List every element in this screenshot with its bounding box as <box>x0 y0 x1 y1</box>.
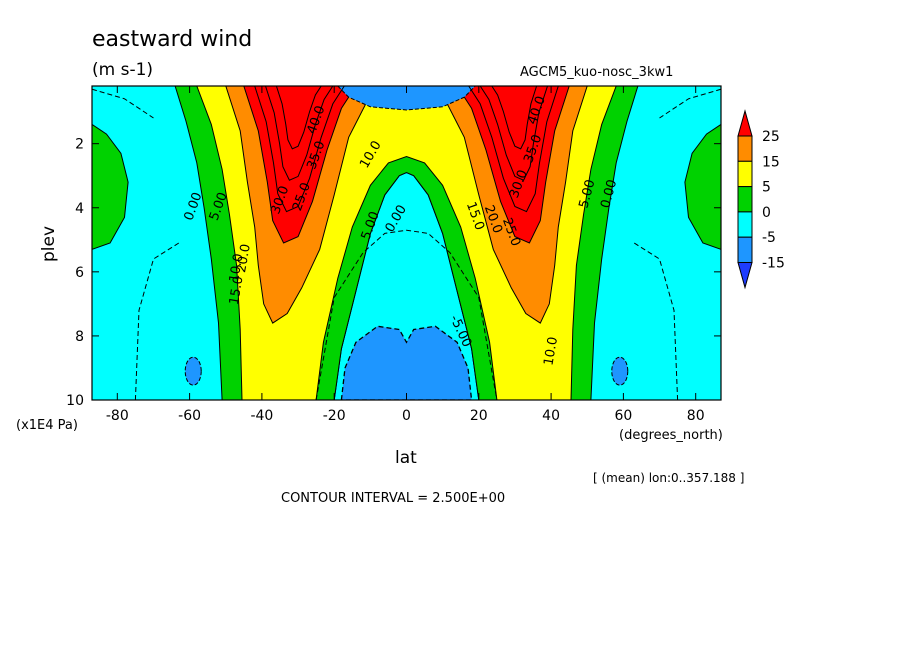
jet-north-contour-1 <box>468 86 559 213</box>
dashed-contour-center <box>315 229 498 400</box>
averaging-note: [ (mean) lon:0..357.188 ] <box>593 471 744 485</box>
contour-label-10-south: 10.0 <box>227 252 247 283</box>
dashed-contour-side-south <box>134 242 180 400</box>
colorbar: 25 15 5 0 -5 -15 <box>737 109 785 290</box>
dataset-label: AGCM5_kuo-nosc_3kw1 <box>520 65 673 80</box>
jet-south-contour-2 <box>264 86 334 181</box>
contour-label-5-north: 5.00 <box>577 178 599 210</box>
region-negative-pool <box>340 325 473 400</box>
colorbar-min-arrow <box>737 262 753 290</box>
contour-label-10-north-low: 10.0 <box>541 336 561 367</box>
y-axis: 2 4 6 8 10 <box>66 137 721 409</box>
region-top-negative <box>337 86 476 111</box>
contour-label-0-north: 0.00 <box>598 178 620 210</box>
y-tick-label: 2 <box>75 137 84 153</box>
region-0-5-center <box>315 155 498 400</box>
jet-south-contour-1 <box>254 86 345 213</box>
polar-north-positive <box>684 123 721 250</box>
x-unit-label: (degrees_north) <box>619 428 723 443</box>
jet-north-contour-3 <box>491 86 538 150</box>
dashed-contour-top-north <box>659 88 721 119</box>
x-tick-label: 60 <box>614 408 632 424</box>
colorbar-label: 15 <box>762 154 780 170</box>
dashed-contour-side-north <box>633 242 679 400</box>
contour-field: 0.00 5.0020.015.010.030.025.035.040.05.00… <box>92 86 721 400</box>
x-axis-title: lat <box>395 448 417 468</box>
polar-south-positive <box>92 123 129 250</box>
colorbar-label: 0 <box>762 205 771 221</box>
x-tick-label: -80 <box>106 408 129 424</box>
colorbar-max-arrow <box>737 109 753 137</box>
x-tick-label: 40 <box>542 408 560 424</box>
jet-north-contour-2 <box>479 86 549 181</box>
colorbar-label: 25 <box>762 129 780 145</box>
x-tick-label: -40 <box>250 408 273 424</box>
colorbar-segment <box>737 160 753 188</box>
colorbar-segment <box>737 236 753 263</box>
contour-label-15-south: 15.0 <box>227 275 247 306</box>
x-tick-label: 20 <box>470 408 488 424</box>
colorbar-segment <box>737 135 753 162</box>
jet-north-core <box>456 86 570 244</box>
jet-south-contour-3 <box>275 86 322 150</box>
chart-title: eastward wind <box>92 27 252 52</box>
x-axis: -80 -60 -40 -20 0 20 40 60 80 <box>106 86 705 424</box>
y-tick-label: 10 <box>66 393 84 409</box>
y-unit-label: (x1E4 Pa) <box>16 418 78 433</box>
chart-units: (m s-1) <box>92 60 153 80</box>
y-tick-label: 6 <box>75 265 84 281</box>
plot-area: 0.00 5.0020.015.010.030.025.035.040.05.00… <box>91 85 722 401</box>
jet-south-core <box>243 86 357 244</box>
colorbar-segment <box>737 186 753 213</box>
dashed-contour-top-south <box>92 88 154 119</box>
x-tick-label: 80 <box>687 408 705 424</box>
y-axis-title: plev <box>39 226 59 262</box>
x-tick-label: -20 <box>323 408 346 424</box>
colorbar-label: 5 <box>762 180 771 196</box>
blob-north-negative <box>611 356 629 386</box>
colorbar-label: -5 <box>762 230 776 246</box>
colorbar-segment <box>737 211 753 238</box>
y-tick-label: 4 <box>75 201 84 217</box>
contour-interval-text: CONTOUR INTERVAL = 2.500E+00 <box>281 491 505 506</box>
x-tick-label: -60 <box>178 408 201 424</box>
x-tick-label: 0 <box>402 408 411 424</box>
blob-south-negative <box>184 356 202 386</box>
y-tick-label: 8 <box>75 329 84 345</box>
colorbar-label: -15 <box>762 256 785 272</box>
contour-label-20-south: 20.0 <box>234 243 254 274</box>
